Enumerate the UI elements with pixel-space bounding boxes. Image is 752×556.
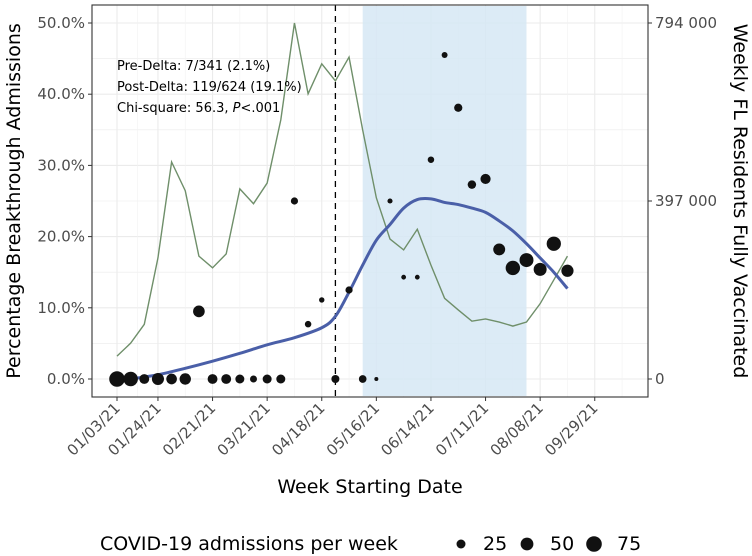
annotation-post-delta: Post-Delta: 119/624 (19.1%) [117, 80, 302, 95]
data-point [221, 374, 232, 384]
legend: COVID-19 admissions per week 25 50 75 [100, 533, 641, 555]
data-point [387, 198, 393, 204]
p-symbol: P [233, 101, 241, 116]
chi-square-text: Chi-square: 56.3, [117, 101, 233, 116]
x-tick-label: 02/21/21 [159, 399, 219, 459]
data-point [427, 156, 435, 163]
data-point [467, 180, 477, 189]
y-tick-label: 0.0% [47, 370, 85, 388]
data-point [480, 173, 491, 185]
data-point [546, 236, 561, 251]
data-point [207, 374, 218, 384]
x-axis-title: Week Starting Date [277, 476, 462, 498]
data-point [519, 253, 534, 268]
data-point [401, 274, 407, 280]
x-tick-label: 09/29/21 [541, 399, 601, 459]
data-point [193, 305, 205, 318]
data-point [331, 374, 340, 384]
y-tick-label: 50.0% [37, 14, 85, 32]
data-point [262, 374, 272, 384]
data-point [561, 264, 574, 277]
data-point [139, 374, 150, 384]
points [109, 52, 574, 387]
data-point [276, 374, 286, 384]
annotation-chi-square: Chi-square: 56.3, P<.001 [117, 101, 280, 116]
data-point [345, 286, 353, 294]
data-point [454, 103, 463, 112]
y2-tick-label: 794 000 [655, 14, 717, 32]
legend-dot-75 [586, 536, 602, 552]
data-point [505, 260, 521, 276]
data-point [358, 375, 367, 383]
vaccinated-line [116, 22, 569, 357]
data-point [235, 374, 245, 384]
x-tick-label: 04/18/21 [268, 399, 328, 459]
x-tick-label: 08/08/21 [487, 399, 547, 459]
data-point [304, 320, 312, 328]
data-point [374, 376, 379, 382]
data-point [414, 274, 420, 280]
y-tick-label: 20.0% [37, 228, 85, 246]
x-tick-label: 06/14/21 [377, 399, 437, 459]
x-axis: 01/03/2101/24/2102/21/2103/21/2104/18/21… [63, 397, 602, 459]
data-point [166, 373, 177, 385]
y2-axis: 0 397 000 794 000 [648, 14, 717, 388]
legend-dot-50 [520, 537, 534, 551]
y2-tick-label: 397 000 [655, 192, 717, 210]
x-tick-label: 05/16/21 [323, 399, 383, 459]
data-point [533, 262, 547, 276]
data-point [319, 297, 325, 303]
data-point [441, 52, 448, 59]
data-point [151, 372, 164, 386]
legend-title: COVID-19 admissions per week [100, 533, 398, 555]
legend-label-50: 50 [550, 533, 574, 555]
annotation-pre-delta: Pre-Delta: 7/341 (2.1%) [117, 59, 270, 74]
x-tick-label: 07/11/21 [432, 399, 492, 459]
p-value: <.001 [240, 101, 280, 116]
y2-tick-label: 0 [655, 370, 665, 388]
data-point [123, 371, 138, 387]
data-point [179, 373, 191, 385]
legend-dot-25 [456, 539, 466, 549]
y-tick-label: 30.0% [37, 156, 85, 174]
legend-label-75: 75 [617, 533, 641, 555]
y-tick-label: 40.0% [37, 85, 85, 103]
data-point [290, 197, 299, 205]
y-tick-label: 10.0% [37, 299, 85, 317]
legend-label-25: 25 [483, 533, 507, 555]
y2-axis-title: Weekly FL Residents Fully Vaccinated [729, 24, 751, 379]
y-axis: 0.0% 10.0% 20.0% 30.0% 40.0% 50.0% [37, 14, 92, 388]
x-tick-label: 03/21/21 [214, 399, 274, 459]
data-point [493, 243, 506, 256]
data-point [250, 375, 257, 383]
y-axis-title: Percentage Breakthrough Admissions [3, 23, 25, 379]
data-point [109, 371, 125, 387]
trend-line [130, 196, 569, 381]
